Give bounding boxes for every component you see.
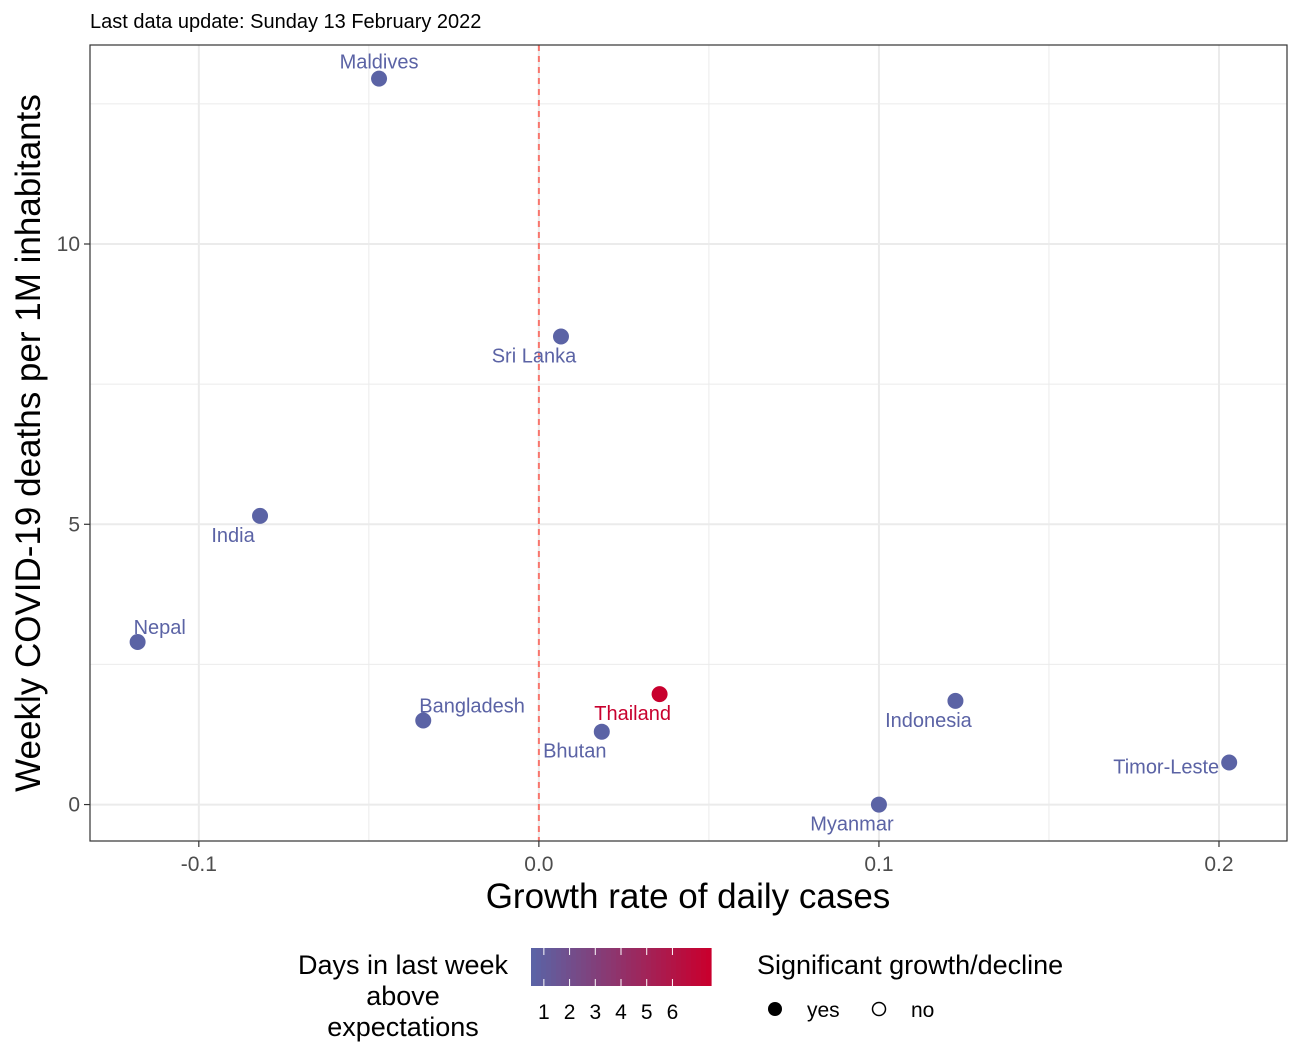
shape-legend-open-circle: [871, 1001, 887, 1017]
color-bar-segment: [596, 948, 602, 986]
data-point: [1221, 754, 1238, 771]
color-bar-segment: [691, 948, 697, 986]
color-bar-segment: [591, 948, 597, 986]
color-bar-segment: [671, 948, 677, 986]
color-bar-segment: [576, 948, 582, 986]
point-label: Maldives: [340, 52, 419, 74]
point-label: Indonesia: [885, 710, 973, 732]
panel-border: [89, 44, 1288, 842]
color-bar-segment: [541, 948, 547, 986]
color-bar-segment: [696, 948, 702, 986]
shape-legend-label: no: [911, 999, 934, 1022]
color-bar-segment: [621, 948, 627, 986]
point-label: India: [211, 525, 255, 547]
color-bar-segment: [556, 948, 562, 986]
color-bar-segment: [646, 948, 652, 986]
point-label: Timor-Leste: [1113, 757, 1219, 779]
color-bar-segment: [636, 948, 642, 986]
color-legend-label: 6: [667, 1001, 679, 1024]
point-label: Bhutan: [543, 741, 606, 763]
color-bar-segment: [566, 948, 572, 986]
x-tick-label: -0.1: [181, 853, 217, 876]
x-tick-label: 0.0: [524, 853, 553, 876]
color-bar-segment: [701, 948, 707, 986]
color-bar-segment: [666, 948, 672, 986]
color-bar-segment: [661, 948, 667, 986]
x-tick-label: 0.2: [1204, 853, 1233, 876]
data-points: [129, 70, 1238, 813]
color-bar-segment: [626, 948, 632, 986]
x-axis-title: Growth rate of daily cases: [486, 877, 891, 916]
data-point: [371, 70, 388, 87]
shape-legend-label: yes: [807, 999, 840, 1022]
shape-legend-filled-circle: [768, 1002, 782, 1016]
color-bar-segment: [706, 948, 712, 986]
point-label: Thailand: [594, 703, 671, 725]
color-legend-title-line: above: [366, 981, 440, 1011]
color-bar-segment: [681, 948, 687, 986]
color-bar-segment: [536, 948, 542, 986]
color-bar-segment: [631, 948, 637, 986]
grid: [90, 45, 1287, 841]
color-bar-segment: [651, 948, 657, 986]
color-bar-segment: [611, 948, 617, 986]
color-legend-label: 3: [589, 1001, 601, 1024]
data-point: [870, 796, 887, 813]
data-point: [552, 328, 569, 345]
color-bar-segment: [561, 948, 567, 986]
color-legend-title: Days in last week above expectations: [298, 950, 509, 1042]
shape-legend-title: Significant growth/decline: [757, 950, 1063, 980]
point-label: Bangladesh: [419, 695, 525, 717]
color-bar-segment: [546, 948, 552, 986]
color-bar-segment: [641, 948, 647, 986]
data-point: [415, 712, 432, 729]
color-legend-label: 4: [615, 1001, 627, 1024]
shape-legend: Significant growth/decline yes no: [757, 950, 1063, 1022]
color-legend-title-line: Days in last week: [298, 950, 509, 980]
y-tick-label: 10: [57, 233, 80, 256]
x-axis-ticks: -0.1 0.0 0.1 0.2: [181, 841, 1234, 876]
data-point: [129, 634, 146, 650]
x-tick-label: 0.1: [864, 853, 893, 876]
chart-subtitle: Last data update: Sunday 13 February 202…: [90, 11, 481, 33]
y-axis-ticks: 0 5 10: [57, 233, 90, 817]
color-bar-segment: [686, 948, 692, 986]
y-tick-label: 5: [68, 513, 80, 536]
color-bar-segment: [551, 948, 557, 986]
data-point: [252, 507, 269, 524]
point-label: Nepal: [134, 617, 186, 639]
color-bar-segment: [616, 948, 622, 986]
color-bar-segment: [531, 948, 537, 986]
color-bar-segment: [586, 948, 592, 986]
y-tick-label: 0: [68, 794, 80, 817]
point-label: Myanmar: [810, 814, 894, 836]
color-bar-segment: [606, 948, 612, 986]
color-legend-title-line: expectations: [327, 1012, 479, 1042]
y-axis-title: Weekly COVID-19 deaths per 1M inhabitant…: [9, 94, 48, 792]
color-bar-segment: [571, 948, 577, 986]
data-point: [651, 686, 668, 703]
color-legend-label: 2: [564, 1001, 576, 1024]
color-bar-segment: [581, 948, 587, 986]
data-point: [593, 723, 610, 740]
color-bar-segment: [676, 948, 682, 986]
color-legend: Days in last week above expectations 1 2 3 4 5 6: [298, 948, 712, 1042]
data-point: [947, 692, 964, 709]
color-bar-segment: [601, 948, 607, 986]
point-labels: Maldives Sri Lanka India Nepal Bangladesh Tha…: [134, 52, 1220, 836]
color-legend-label: 1: [538, 1001, 550, 1024]
point-label: Sri Lanka: [492, 345, 577, 367]
color-bar-segment: [656, 948, 662, 986]
color-legend-label: 5: [641, 1001, 653, 1024]
